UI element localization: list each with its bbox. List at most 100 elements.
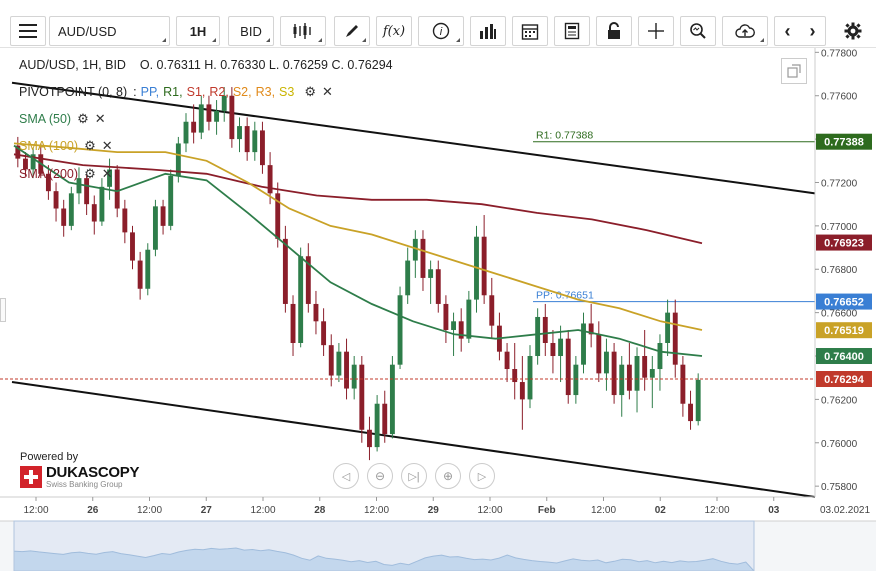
- candle-body: [183, 121, 189, 144]
- lock-icon[interactable]: [596, 16, 632, 46]
- history-nav: ‹ ›: [774, 16, 826, 46]
- candle-body: [267, 165, 273, 194]
- candles: [15, 87, 701, 461]
- price-type-selector[interactable]: BID: [228, 16, 274, 46]
- candle-body: [252, 130, 258, 153]
- candle-body: [672, 312, 678, 365]
- candlestick-icon[interactable]: [280, 16, 326, 46]
- sma100-legend[interactable]: SMA (100) ⚙ ✕: [19, 138, 113, 154]
- candle-body: [688, 403, 693, 422]
- bar-chart-icon[interactable]: [470, 16, 506, 46]
- x-tick-label: 12:00: [250, 505, 275, 516]
- toolbar: AUD/USD 1H BID f(x) i: [0, 0, 876, 48]
- gear-icon[interactable]: ⚙: [84, 138, 96, 153]
- candle-body: [160, 206, 166, 226]
- candle: [198, 95, 204, 140]
- candle: [596, 321, 602, 383]
- candle-body: [527, 356, 533, 400]
- candle: [336, 342, 342, 383]
- gear-icon[interactable]: ⚙: [84, 166, 96, 181]
- x-tick-label: 27: [201, 505, 213, 516]
- pivot-legend-item: R2,: [209, 85, 229, 99]
- scroll-right-icon[interactable]: ▷: [469, 463, 495, 489]
- sma200-legend[interactable]: SMA (200) ⚙ ✕: [19, 166, 113, 182]
- close-icon[interactable]: ✕: [101, 138, 113, 153]
- y-tick-label: 0.76200: [821, 395, 858, 406]
- candle-body: [53, 191, 59, 209]
- gear-icon[interactable]: ⚙: [304, 84, 316, 99]
- candle: [565, 329, 571, 404]
- candle-body: [451, 321, 457, 330]
- candle-body: [581, 323, 586, 365]
- hamburger-menu-icon[interactable]: [10, 16, 46, 46]
- y-tick-label: 0.77200: [821, 178, 858, 189]
- timeframe-label: 1H: [189, 23, 207, 39]
- candle: [458, 308, 464, 352]
- candle: [573, 356, 579, 404]
- price-tag-bg: [816, 322, 872, 339]
- news-icon[interactable]: [554, 16, 590, 46]
- candle: [30, 147, 36, 179]
- candle: [542, 303, 548, 357]
- candle: [107, 158, 113, 200]
- trend-channel: [11, 81, 816, 498]
- candle-body: [282, 238, 288, 304]
- candle-body: [76, 178, 82, 194]
- pp-price-tag: 0.76652: [816, 293, 872, 310]
- candle-body: [145, 249, 151, 289]
- pivot-legend[interactable]: PIVOTPOINT (0, 8) : PP, R1, S1, R2, S2, R3, S3…: [19, 84, 333, 100]
- candle: [527, 345, 533, 409]
- candle: [275, 182, 281, 248]
- left-resize-handle[interactable]: [0, 298, 6, 322]
- pen-icon[interactable]: [334, 16, 370, 46]
- timeframe-selector[interactable]: 1H: [176, 16, 220, 46]
- candle-body: [382, 403, 388, 435]
- info-icon[interactable]: i: [418, 16, 464, 46]
- gear-icon[interactable]: [836, 16, 870, 46]
- x-tick-label: Feb: [538, 505, 556, 516]
- price-type-label: BID: [240, 23, 262, 39]
- zoom-out-icon[interactable]: ⊖: [367, 463, 393, 489]
- expand-icon[interactable]: [781, 58, 807, 84]
- price-tag: 0.76400: [816, 348, 872, 365]
- prev-icon[interactable]: ‹: [784, 20, 791, 41]
- close-icon[interactable]: ✕: [322, 84, 333, 99]
- function-icon[interactable]: f(x): [376, 16, 412, 46]
- candle-body: [168, 175, 174, 226]
- gear-icon[interactable]: ⚙: [77, 111, 89, 126]
- candle-body: [99, 186, 105, 222]
- reset-icon[interactable]: ▷|: [401, 463, 427, 489]
- close-icon[interactable]: ✕: [94, 111, 106, 126]
- candle-body: [657, 342, 663, 370]
- candle-body: [45, 173, 51, 192]
- sma50-legend[interactable]: SMA (50) ⚙ ✕: [19, 111, 106, 127]
- candle: [145, 243, 151, 296]
- crosshair-icon[interactable]: [638, 16, 674, 46]
- pivot-legend-item: S3: [279, 85, 295, 99]
- upper-channel-line: [11, 81, 816, 195]
- zoom-icon[interactable]: [680, 16, 716, 46]
- candle: [695, 373, 701, 426]
- candle: [282, 225, 288, 313]
- candle-body: [420, 238, 426, 278]
- candle: [328, 334, 334, 387]
- close-icon[interactable]: ✕: [101, 166, 113, 181]
- y-tick-label: 0.76000: [821, 439, 858, 450]
- scroll-left-icon[interactable]: ◁: [333, 463, 359, 489]
- calendar-icon[interactable]: [512, 16, 548, 46]
- candle-body: [122, 208, 128, 233]
- price-tag-bg: [816, 348, 872, 365]
- candle-body: [61, 208, 67, 226]
- zoom-in-icon[interactable]: ⊕: [435, 463, 461, 489]
- cloud-upload-icon[interactable]: [722, 16, 768, 46]
- candle-body: [84, 178, 90, 205]
- r1-price-tag: 0.77388: [816, 133, 872, 150]
- candle: [76, 167, 82, 205]
- next-icon[interactable]: ›: [809, 20, 816, 41]
- symbol-selector[interactable]: AUD/USD: [49, 16, 170, 46]
- candle-body: [542, 316, 548, 343]
- candle: [259, 121, 265, 174]
- candle: [649, 356, 655, 409]
